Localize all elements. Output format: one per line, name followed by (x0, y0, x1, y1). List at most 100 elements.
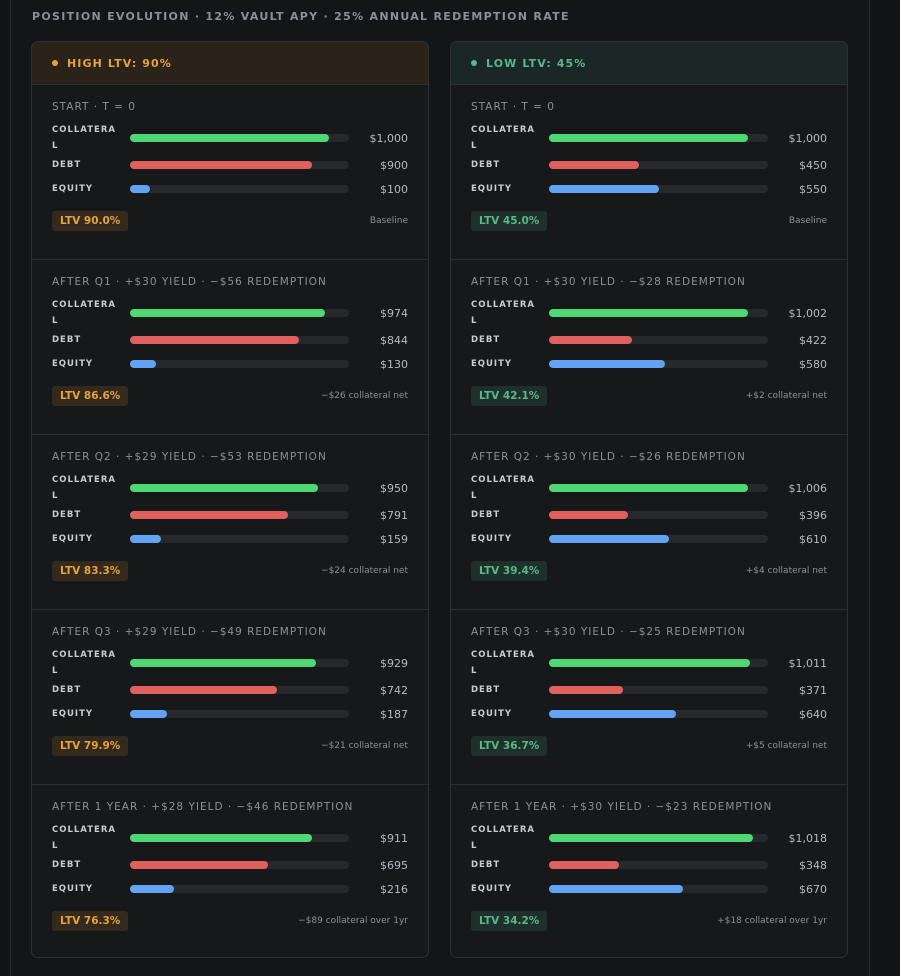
collateral-row: COLLATERAL $974 (52, 298, 408, 328)
collateral-label: COLLATERAL (471, 650, 535, 676)
equity-bar-fill (130, 885, 174, 893)
section-footer: LTV 45.0% Baseline (471, 211, 827, 231)
debt-bar-fill (130, 161, 312, 169)
equity-bar-track (130, 535, 349, 543)
equity-bar-track (549, 360, 768, 368)
debt-value: $742 (380, 683, 408, 697)
debt-bar-fill (549, 861, 620, 869)
collateral-bar-fill (549, 134, 749, 142)
ltv-badge: LTV 76.3% (52, 911, 129, 931)
ltv-badge: LTV 42.1% (471, 386, 548, 406)
debt-label: DEBT (471, 335, 501, 345)
equity-bar-fill (130, 710, 168, 718)
timeline-section: AFTER Q2 · +$30 YIELD · −$26 REDEMPTION C… (451, 435, 847, 610)
equity-row: EQUITY $610 (471, 527, 827, 551)
equity-label: EQUITY (471, 184, 513, 194)
collateral-label: COLLATERAL (471, 300, 535, 326)
timeline-section: AFTER Q3 · +$30 YIELD · −$25 REDEMPTION C… (451, 610, 847, 785)
collateral-row: COLLATERAL $1,011 (471, 648, 827, 678)
collateral-bar-track (130, 834, 349, 842)
equity-bar-track (130, 710, 349, 718)
collateral-label: COLLATERAL (52, 650, 116, 676)
collateral-net-note: −$89 collateral over 1yr (298, 916, 408, 926)
timeline-section: AFTER Q1 · +$30 YIELD · −$28 REDEMPTION C… (451, 260, 847, 435)
section-footer: LTV 34.2% +$18 collateral over 1yr (471, 911, 827, 931)
collateral-bar-fill (549, 484, 749, 492)
equity-row: EQUITY $580 (471, 352, 827, 376)
section-title: AFTER Q1 · +$30 YIELD · −$28 REDEMPTION (471, 276, 746, 288)
collateral-bar-track (549, 134, 768, 142)
equity-row: EQUITY $187 (52, 702, 408, 726)
debt-row: DEBT $422 (471, 328, 827, 352)
ltv-badge: LTV 39.4% (471, 561, 548, 581)
equity-bar-track (130, 885, 349, 893)
equity-bar-track (130, 360, 349, 368)
ltv-badge: LTV 34.2% (471, 911, 548, 931)
debt-bar-track (130, 686, 349, 694)
equity-bar-fill (549, 360, 666, 368)
equity-value: $610 (799, 532, 827, 546)
debt-label: DEBT (52, 510, 82, 520)
debt-bar-fill (130, 336, 299, 344)
collateral-net-note: +$2 collateral net (745, 391, 827, 401)
debt-row: DEBT $695 (52, 853, 408, 877)
debt-bar-track (549, 336, 768, 344)
collateral-bar-track (549, 309, 768, 317)
timeline-section: AFTER 1 YEAR · +$30 YIELD · −$23 REDEMPT… (451, 785, 847, 957)
ltv-badge: LTV 86.6% (52, 386, 129, 406)
equity-bar-fill (130, 185, 150, 193)
debt-label: DEBT (52, 860, 82, 870)
collateral-net-note: −$26 collateral net (321, 391, 408, 401)
debt-bar-track (130, 161, 349, 169)
panel-low-ltv: LOW LTV: 45% START · T = 0 COLLATERAL $1,0… (450, 41, 848, 958)
section-footer: LTV 79.9% −$21 collateral net (52, 736, 408, 756)
section-footer: LTV 83.3% −$24 collateral net (52, 561, 408, 581)
equity-bar-track (549, 885, 768, 893)
page-heading: POSITION EVOLUTION · 12% VAULT APY · 25%… (32, 10, 570, 23)
collateral-label: COLLATERAL (52, 300, 116, 326)
collateral-row: COLLATERAL $950 (52, 473, 408, 503)
debt-row: DEBT $348 (471, 853, 827, 877)
collateral-bar-track (130, 484, 349, 492)
equity-row: EQUITY $100 (52, 177, 408, 201)
collateral-net-note: +$4 collateral net (745, 566, 827, 576)
debt-label: DEBT (471, 510, 501, 520)
debt-bar-track (549, 511, 768, 519)
collateral-value: $1,002 (788, 306, 828, 320)
debt-row: DEBT $791 (52, 503, 408, 527)
collateral-value: $1,018 (788, 831, 828, 845)
equity-value: $550 (799, 182, 827, 196)
debt-value: $422 (799, 333, 827, 347)
equity-value: $100 (380, 182, 408, 196)
debt-value: $844 (380, 333, 408, 347)
collateral-bar-track (130, 309, 349, 317)
debt-label: DEBT (52, 335, 82, 345)
debt-bar-fill (549, 161, 639, 169)
collateral-row: COLLATERAL $1,018 (471, 823, 827, 853)
equity-value: $580 (799, 357, 827, 371)
debt-bar-track (130, 336, 349, 344)
collateral-bar-track (130, 659, 349, 667)
ltv-badge: LTV 83.3% (52, 561, 129, 581)
debt-bar-fill (130, 686, 277, 694)
collateral-label: COLLATERAL (471, 825, 535, 851)
debt-bar-track (549, 861, 768, 869)
panel-header: LOW LTV: 45% (451, 42, 847, 85)
collateral-net-note: −$24 collateral net (321, 566, 408, 576)
section-title: AFTER Q1 · +$30 YIELD · −$56 REDEMPTION (52, 276, 327, 288)
collateral-net-note: Baseline (788, 216, 827, 226)
section-footer: LTV 39.4% +$4 collateral net (471, 561, 827, 581)
equity-value: $130 (380, 357, 408, 371)
status-dot-icon (52, 60, 58, 66)
debt-label: DEBT (471, 160, 501, 170)
collateral-net-note: Baseline (369, 216, 408, 226)
debt-value: $371 (799, 683, 827, 697)
collateral-bar-fill (130, 834, 312, 842)
collateral-label: COLLATERAL (52, 475, 116, 501)
equity-row: EQUITY $550 (471, 177, 827, 201)
collateral-bar-fill (549, 659, 751, 667)
debt-value: $695 (380, 858, 408, 872)
timeline-section: START · T = 0 COLLATERAL $1,000 DEBT $900 EQU… (32, 85, 428, 260)
ltv-badge: LTV 45.0% (471, 211, 548, 231)
equity-label: EQUITY (52, 709, 94, 719)
